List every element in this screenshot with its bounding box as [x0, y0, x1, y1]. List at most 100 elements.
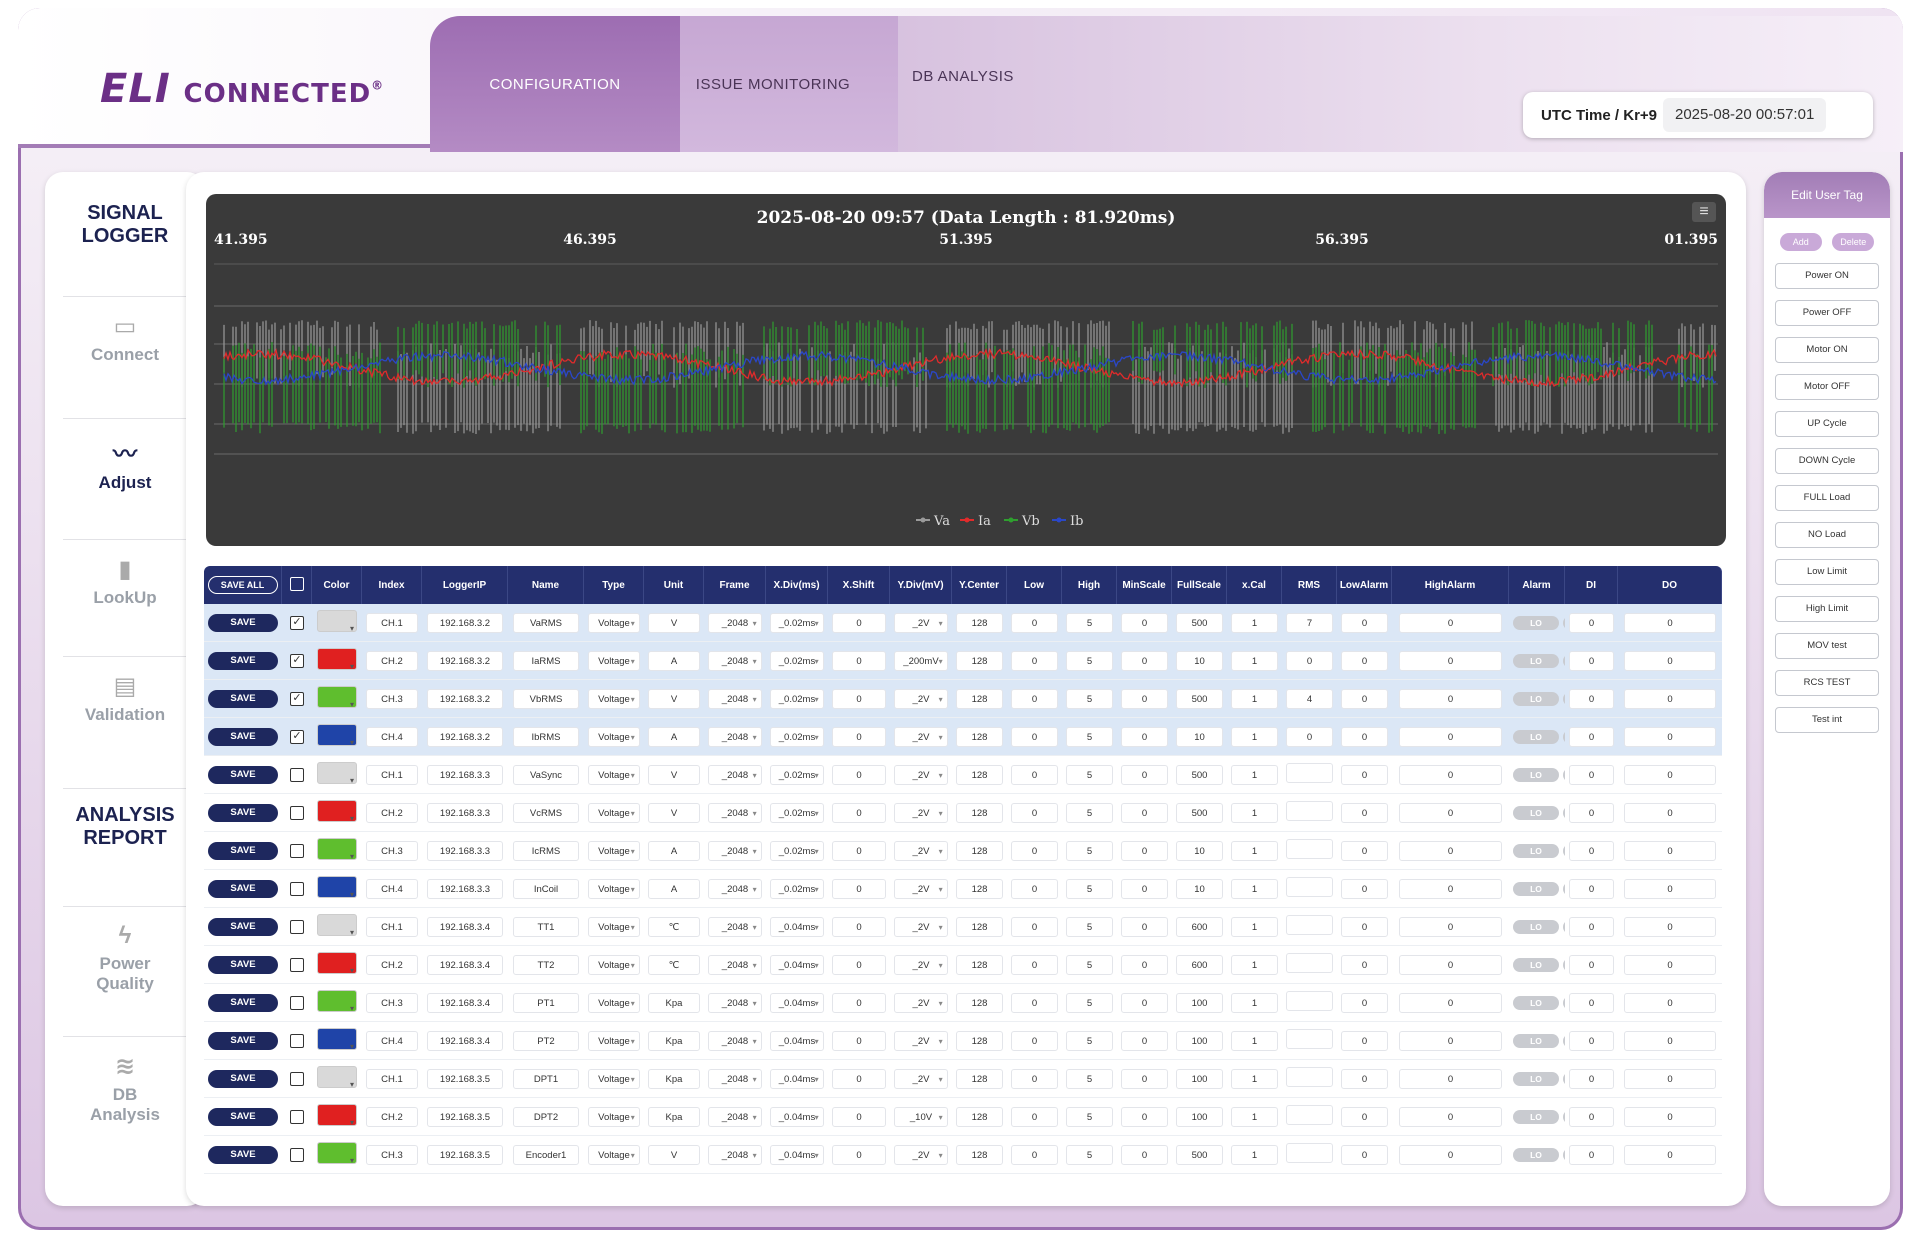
frame-field[interactable]: _2048 — [708, 726, 762, 748]
lowalarm-field[interactable]: 0 — [1341, 916, 1388, 937]
alarm-hi-toggle[interactable]: HI — [1563, 805, 1565, 820]
di-field[interactable]: 0 — [1568, 1106, 1615, 1127]
frame-field[interactable]: _2048 — [708, 992, 762, 1014]
sidebar-item-4[interactable]: ▤ Validation — [45, 672, 205, 725]
di-field[interactable]: 0 — [1568, 916, 1615, 937]
rms-field[interactable]: 0 — [1286, 650, 1333, 671]
fullscale-field[interactable]: 500 — [1176, 612, 1223, 633]
unit-field[interactable]: A — [648, 650, 700, 671]
save-button[interactable]: SAVE — [208, 955, 278, 974]
ydiv-field[interactable]: _10V — [894, 1106, 948, 1128]
high-field[interactable]: 5 — [1066, 992, 1113, 1013]
low-field[interactable]: 0 — [1011, 1144, 1058, 1165]
alarm-hi-toggle[interactable]: HI — [1563, 957, 1565, 972]
frame-field[interactable]: _2048 — [708, 764, 762, 786]
frame-field[interactable]: _2048 — [708, 650, 762, 672]
unit-field[interactable]: V — [648, 764, 700, 785]
rms-field[interactable] — [1286, 991, 1333, 1011]
xshift-field[interactable]: 0 — [832, 916, 886, 937]
highalarm-field[interactable]: 0 — [1398, 992, 1503, 1013]
high-field[interactable]: 5 — [1066, 878, 1113, 899]
frame-field[interactable]: _2048 — [708, 1068, 762, 1090]
ydiv-field[interactable]: _2V — [894, 764, 948, 786]
low-field[interactable]: 0 — [1011, 726, 1058, 747]
xdiv-field[interactable]: _0.02ms — [770, 612, 824, 634]
unit-field[interactable]: Kpa — [648, 1068, 700, 1089]
color-picker[interactable] — [317, 990, 357, 1013]
xcal-field[interactable]: 1 — [1231, 916, 1278, 937]
type-field[interactable]: Voltage — [588, 992, 640, 1014]
alarm-hi-toggle[interactable]: HI — [1563, 729, 1565, 744]
user-tag-button[interactable]: FULL Load — [1775, 485, 1879, 511]
xdiv-field[interactable]: _0.04ms — [770, 916, 824, 938]
frame-field[interactable]: _2048 — [708, 954, 762, 976]
do-field[interactable]: 0 — [1624, 650, 1716, 671]
alarm-hi-toggle[interactable]: HI — [1563, 881, 1565, 896]
rms-field[interactable]: 0 — [1286, 726, 1333, 747]
ycenter-field[interactable]: 128 — [956, 802, 1003, 823]
xcal-field[interactable]: 1 — [1231, 1106, 1278, 1127]
minscale-field[interactable]: 0 — [1121, 916, 1168, 937]
do-field[interactable]: 0 — [1624, 688, 1716, 709]
save-button[interactable]: SAVE — [208, 841, 278, 860]
ycenter-field[interactable]: 128 — [956, 878, 1003, 899]
sidebar-item-5[interactable]: ANALYSIS REPORT — [45, 804, 205, 850]
user-tag-button[interactable]: MOV test — [1775, 633, 1879, 659]
minscale-field[interactable]: 0 — [1121, 688, 1168, 709]
fullscale-field[interactable]: 10 — [1176, 840, 1223, 861]
high-field[interactable]: 5 — [1066, 1030, 1113, 1051]
type-field[interactable]: Voltage — [588, 1068, 640, 1090]
color-picker[interactable] — [317, 952, 357, 975]
rms-field[interactable] — [1286, 1029, 1333, 1049]
xcal-field[interactable]: 1 — [1231, 612, 1278, 633]
ydiv-field[interactable]: _2V — [894, 954, 948, 976]
minscale-field[interactable]: 0 — [1121, 650, 1168, 671]
xshift-field[interactable]: 0 — [832, 992, 886, 1013]
frame-field[interactable]: _2048 — [708, 878, 762, 900]
xcal-field[interactable]: 1 — [1231, 1030, 1278, 1051]
select-all-checkbox[interactable] — [289, 576, 304, 591]
do-field[interactable]: 0 — [1624, 764, 1716, 785]
xcal-field[interactable]: 1 — [1231, 840, 1278, 861]
alarm-lo-toggle[interactable]: LO — [1513, 957, 1559, 972]
frame-field[interactable]: _2048 — [708, 1144, 762, 1166]
save-button[interactable]: SAVE — [208, 1107, 278, 1126]
lowalarm-field[interactable]: 0 — [1341, 1068, 1388, 1089]
type-field[interactable]: Voltage — [588, 840, 640, 862]
alarm-lo-toggle[interactable]: LO — [1513, 729, 1559, 744]
alarm-lo-toggle[interactable]: LO — [1513, 995, 1559, 1010]
frame-field[interactable]: _2048 — [708, 840, 762, 862]
chart-menu-icon[interactable]: ≡ — [1692, 202, 1716, 222]
frame-field[interactable]: _2048 — [708, 1106, 762, 1128]
ycenter-field[interactable]: 128 — [956, 688, 1003, 709]
row-checkbox[interactable]: ✓ — [290, 729, 304, 744]
xdiv-field[interactable]: _0.04ms — [770, 1106, 824, 1128]
color-picker[interactable] — [317, 800, 357, 823]
ydiv-field[interactable]: _2V — [894, 612, 948, 634]
di-field[interactable]: 0 — [1568, 688, 1615, 709]
xcal-field[interactable]: 1 — [1231, 764, 1278, 785]
alarm-hi-toggle[interactable]: HI — [1563, 1071, 1565, 1086]
minscale-field[interactable]: 0 — [1121, 1068, 1168, 1089]
row-checkbox[interactable] — [290, 1071, 304, 1086]
low-field[interactable]: 0 — [1011, 954, 1058, 975]
row-checkbox[interactable] — [290, 767, 304, 782]
rms-field[interactable] — [1286, 1105, 1333, 1125]
type-field[interactable]: Voltage — [588, 688, 640, 710]
low-field[interactable]: 0 — [1011, 688, 1058, 709]
xshift-field[interactable]: 0 — [832, 688, 886, 709]
unit-field[interactable]: A — [648, 726, 700, 747]
user-tag-button[interactable]: Motor OFF — [1775, 374, 1879, 400]
save-button[interactable]: SAVE — [208, 1069, 278, 1088]
do-field[interactable]: 0 — [1624, 1144, 1716, 1165]
rms-field[interactable] — [1286, 763, 1333, 783]
alarm-lo-toggle[interactable]: LO — [1513, 881, 1559, 896]
di-field[interactable]: 0 — [1568, 650, 1615, 671]
minscale-field[interactable]: 0 — [1121, 992, 1168, 1013]
row-checkbox[interactable] — [290, 919, 304, 934]
sidebar-item-7[interactable]: ≋ DB Analysis — [45, 1052, 205, 1125]
alarm-lo-toggle[interactable]: LO — [1513, 805, 1559, 820]
xcal-field[interactable]: 1 — [1231, 726, 1278, 747]
frame-field[interactable]: _2048 — [708, 916, 762, 938]
row-checkbox[interactable]: ✓ — [290, 691, 304, 706]
